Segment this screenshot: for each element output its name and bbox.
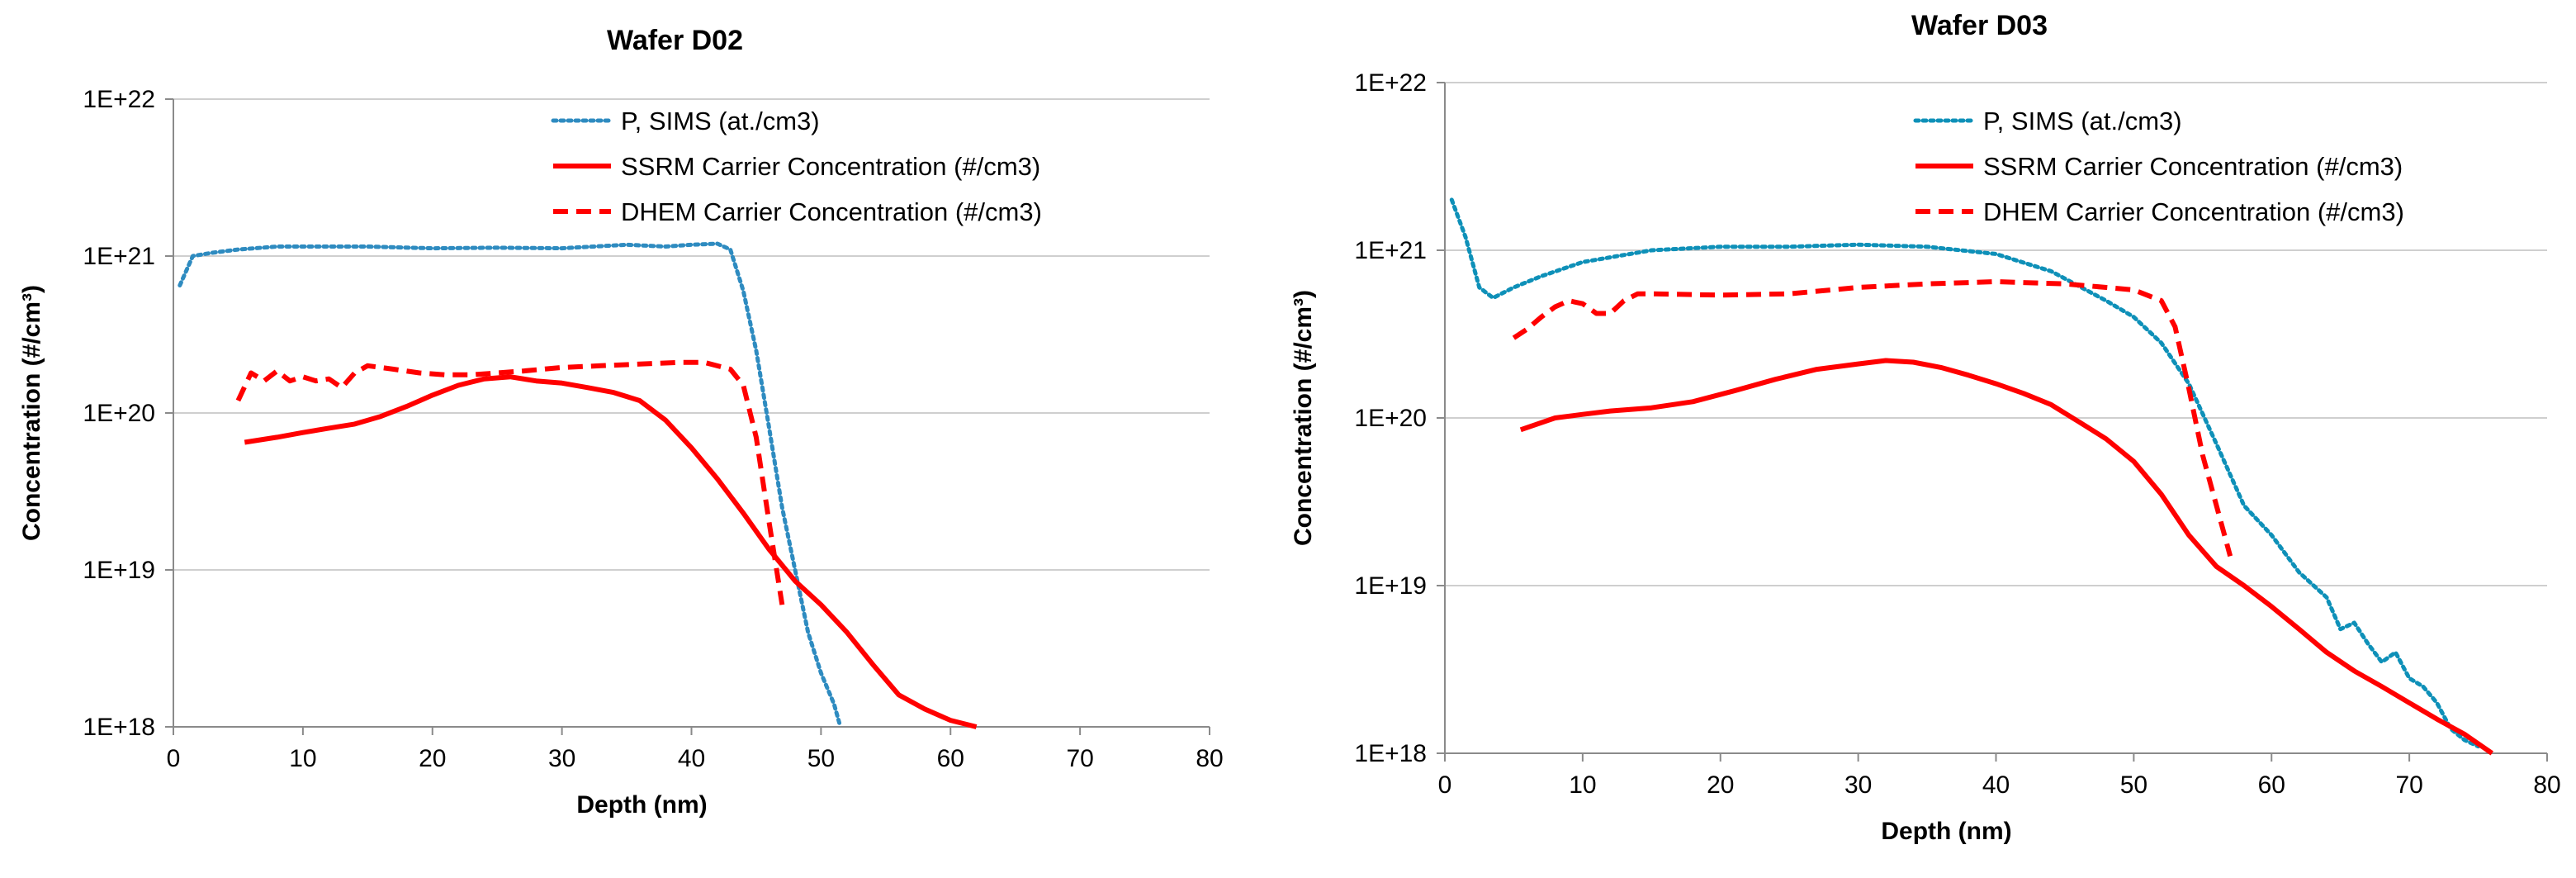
series-line-ssrm: [244, 374, 978, 729]
x-tick-label: 80: [2533, 771, 2560, 799]
x-tick-label: 0: [1438, 771, 1452, 799]
series-line-sims: [178, 241, 843, 729]
x-tick-label: 30: [548, 745, 575, 772]
x-axis-label: Depth (nm): [1881, 818, 2011, 845]
x-tick-label: 70: [2395, 771, 2422, 799]
y-tick-label: 1E+19: [83, 557, 155, 584]
x-axis-label: Depth (nm): [576, 791, 707, 819]
legend-entry-label: SSRM Carrier Concentration (#/cm3): [1983, 152, 2403, 181]
legend-entry-label: P, SIMS (at./cm3): [1983, 107, 2182, 135]
chart-panel-wafer-d03: 0 10 20 30 40 50 60 70 80 1E+18 1E+19 1E+20 1E+21 1E+…: [1271, 0, 2576, 878]
y-tick-label: 1E+20: [1354, 405, 1427, 432]
y-tick-label: 1E+20: [83, 400, 155, 427]
x-tick-label: 50: [807, 745, 835, 772]
x-tick-label: 10: [289, 745, 316, 772]
y-tick-label: 1E+18: [1354, 740, 1427, 767]
x-tick-label: 80: [1196, 745, 1223, 772]
chart-title: Wafer D02: [607, 25, 743, 56]
legend-entry-label: P, SIMS (at./cm3): [621, 107, 820, 135]
y-tick-label: 1E+18: [83, 714, 155, 741]
chart-title: Wafer D03: [1911, 10, 2048, 41]
x-tick-label: 10: [1569, 771, 1596, 799]
series-line-sims: [1449, 197, 2481, 749]
series-line-ssrm: [1519, 358, 2494, 756]
x-tick-label: 30: [1844, 771, 1872, 799]
y-tick-label: 1E+21: [1354, 237, 1427, 264]
x-tick-label: 50: [2120, 771, 2147, 799]
series-line-dhem: [235, 359, 785, 605]
chart-panel-wafer-d02: 0 10 20 30 40 50 60 70 80 1E+18 1E+19 1E+20 1E+21 1E+…: [0, 0, 1263, 878]
x-tick-label: 0: [167, 745, 181, 772]
x-tick-label: 40: [1982, 771, 2010, 799]
x-tick-label: 70: [1066, 745, 1093, 772]
y-tick-label: 1E+22: [1354, 69, 1427, 97]
x-tick-label: 40: [678, 745, 705, 772]
y-axis-label: Concentration (#/cm³): [1290, 290, 1317, 546]
chart-wafer-d02: 0 10 20 30 40 50 60 70 80 1E+18 1E+19 1E+20 1E+21 1E+…: [18, 25, 1224, 819]
x-tick-label: 20: [419, 745, 446, 772]
y-axis-label: Concentration (#/cm³): [18, 285, 45, 541]
series-line-dhem: [1512, 279, 2233, 558]
x-tick-label: 60: [2258, 771, 2285, 799]
x-tick-label: 20: [1707, 771, 1734, 799]
x-tick-label: 60: [937, 745, 964, 772]
y-tick-label: 1E+19: [1354, 572, 1427, 600]
legend-entry-label: DHEM Carrier Concentration (#/cm3): [1983, 197, 2404, 226]
legend-entry-label: DHEM Carrier Concentration (#/cm3): [621, 197, 1042, 226]
legend-entry-label: SSRM Carrier Concentration (#/cm3): [621, 152, 1040, 181]
y-tick-label: 1E+21: [83, 243, 155, 270]
chart-wafer-d03: 0 10 20 30 40 50 60 70 80 1E+18 1E+19 1E+20 1E+21 1E+…: [1290, 10, 2561, 845]
y-tick-label: 1E+22: [83, 86, 155, 113]
